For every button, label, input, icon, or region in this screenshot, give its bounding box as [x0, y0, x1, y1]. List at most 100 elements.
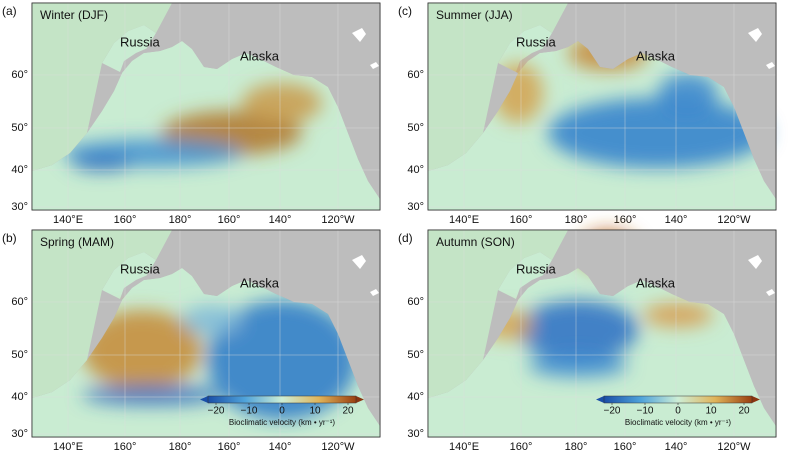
- velocity-patch: [548, 98, 768, 168]
- velocity-patch: [182, 305, 242, 335]
- colorbar-end: [752, 396, 760, 403]
- lon-tick-label: 160°: [614, 441, 637, 453]
- colorbar-tick-label: 20: [342, 406, 354, 417]
- lon-tick-label: 160°: [218, 214, 241, 226]
- greenland-ice: [352, 255, 379, 296]
- lat-tick-label: 40°: [407, 391, 424, 403]
- velocity-patch: [207, 300, 357, 420]
- velocity-field: [62, 83, 322, 171]
- colorbar-tick-label: 20: [738, 406, 750, 417]
- colorbar-tick-label: −10: [637, 406, 654, 417]
- lat-tick-label: 60°: [407, 69, 424, 81]
- lon-tick-label: 140°E: [53, 214, 83, 226]
- place-label: Alaska: [240, 275, 280, 290]
- colorbar-tick-label: 10: [705, 406, 717, 417]
- velocity-patch: [643, 303, 713, 327]
- lon-tick-label: 140°E: [449, 214, 479, 226]
- okhotsk-sea: [102, 252, 156, 310]
- lon-tick-label: 160°: [510, 441, 533, 453]
- place-label: Russia: [516, 261, 557, 276]
- land-mask: [428, 230, 776, 426]
- panel-title: Winter (DJF): [40, 8, 108, 22]
- lat-tick-label: 40°: [11, 164, 28, 176]
- frame: [31, 2, 381, 211]
- frame: [31, 229, 381, 438]
- lon-tick-label: 160°: [114, 214, 137, 226]
- colorbar-tick-label: −20: [604, 406, 621, 417]
- lon-tick-label: 180°: [169, 441, 192, 453]
- lon-tick-label: 140°E: [449, 441, 479, 453]
- lon-tick-label: 140°: [269, 214, 292, 226]
- lon-tick-label: 140°: [269, 441, 292, 453]
- velocity-patch: [528, 353, 628, 377]
- land-mask: [32, 230, 380, 426]
- greenland-ice: [748, 28, 775, 69]
- place-label: Russia: [120, 261, 161, 276]
- okhotsk-sea: [498, 252, 552, 310]
- lat-tick-label: 30°: [11, 201, 28, 213]
- okhotsk-sea: [102, 25, 156, 83]
- velocity-patch: [72, 155, 132, 171]
- place-label: Russia: [516, 34, 557, 49]
- colorbar-label: Bioclimatic velocity (km • yr⁻¹): [625, 418, 731, 427]
- lon-tick-label: 180°: [169, 214, 192, 226]
- lat-tick-label: 30°: [407, 428, 424, 440]
- panel-title: Spring (MAM): [40, 235, 114, 249]
- panel-letter: (b): [2, 231, 17, 245]
- panel-letter: (a): [2, 4, 17, 18]
- land-mask: [32, 3, 380, 199]
- lat-tick-label: 40°: [11, 391, 28, 403]
- place-label: Alaska: [636, 48, 676, 63]
- colorbar: [207, 395, 357, 404]
- lon-tick-label: 180°: [565, 214, 588, 226]
- frame: [427, 2, 777, 211]
- lat-tick-label: 50°: [407, 122, 424, 134]
- lat-tick-label: 50°: [11, 349, 28, 361]
- colorbar-tick-label: −20: [208, 406, 225, 417]
- place-label: Russia: [120, 34, 161, 49]
- velocity-patch: [518, 300, 638, 360]
- lon-tick-label: 160°: [614, 214, 637, 226]
- colorbar-tick-label: 10: [309, 406, 321, 417]
- colorbar-end: [356, 396, 364, 403]
- panel-title: Autumn (SON): [436, 235, 515, 249]
- lon-tick-label: 160°: [510, 214, 533, 226]
- map-panel: (b) Spring (MAM) Russia Alaska 60° 50° 40° 30° 1…: [2, 229, 381, 453]
- lon-tick-label: 140°E: [53, 441, 83, 453]
- asia-land: [428, 230, 568, 398]
- asia-land: [428, 3, 568, 171]
- lon-tick-label: 120°W: [321, 214, 355, 226]
- lat-tick-label: 30°: [11, 428, 28, 440]
- greenland-ice: [748, 255, 775, 296]
- lat-tick-label: 30°: [407, 201, 424, 213]
- lat-tick-label: 60°: [407, 296, 424, 308]
- map-panel: (a) Winter (DJF) Russia Alaska 60° 50° 40° 30° 1…: [2, 2, 381, 226]
- panel-letter: (c): [398, 4, 412, 18]
- colorbar-tick-label: 0: [279, 406, 285, 417]
- lon-tick-label: 160°: [114, 441, 137, 453]
- velocity-field: [82, 300, 357, 420]
- colorbar-label: Bioclimatic velocity (km • yr⁻¹): [229, 418, 335, 427]
- velocity-patch: [658, 73, 718, 113]
- land-mask: [428, 3, 776, 199]
- lat-tick-label: 60°: [11, 69, 28, 81]
- map-panel: (d) Autumn (SON)Russia Alaska 60° 50° 40° 30° 1…: [398, 229, 777, 453]
- place-label: Alaska: [636, 275, 676, 290]
- lat-tick-label: 50°: [407, 349, 424, 361]
- colorbar-tick-label: 0: [675, 406, 681, 417]
- lat-tick-label: 60°: [11, 296, 28, 308]
- frame: [427, 229, 777, 438]
- colorbar-end: [596, 396, 604, 403]
- panel-letter: (d): [398, 231, 413, 245]
- place-label: Alaska: [240, 48, 280, 63]
- lat-tick-label: 50°: [11, 122, 28, 134]
- asia-land: [32, 230, 172, 398]
- greenland-ice: [352, 28, 379, 69]
- lon-tick-label: 140°: [665, 214, 688, 226]
- colorbar: [603, 395, 753, 404]
- asia-land: [32, 3, 172, 171]
- velocity-patch: [82, 310, 202, 390]
- map-panel: (c) Summer (JJA)Russia Alaska 60° 50° 40° 30° 1…: [398, 2, 777, 226]
- lon-tick-label: 160°: [218, 441, 241, 453]
